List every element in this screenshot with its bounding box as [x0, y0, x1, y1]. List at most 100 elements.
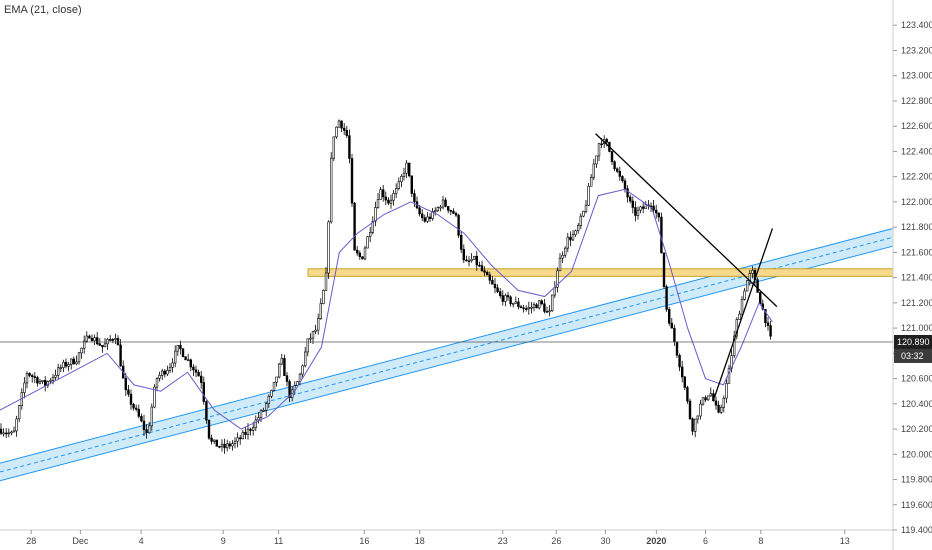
candle-body: [452, 210, 455, 214]
candle-body: [324, 272, 328, 291]
y-tick-label: 122.000: [901, 197, 932, 207]
candle-body: [148, 425, 151, 434]
candle-body: [628, 196, 632, 202]
ema-polyline: [0, 188, 773, 430]
candle-body: [267, 396, 270, 404]
y-tick-label: 122.400: [901, 146, 932, 156]
candle-body: [51, 376, 55, 381]
candle-body: [740, 299, 744, 315]
candle-body: [67, 364, 70, 367]
support-resistance-zone[interactable]: [307, 268, 894, 277]
candle-body: [285, 375, 289, 382]
candle-body: [488, 274, 491, 281]
candle-body: [652, 205, 655, 211]
candle-body: [252, 427, 255, 431]
candle-body: [353, 202, 356, 251]
zone-rect: [307, 268, 894, 277]
candle-body: [543, 303, 546, 312]
candle-body: [379, 189, 382, 200]
candle-body: [231, 443, 234, 447]
candle-body: [223, 443, 226, 449]
candle-body: [467, 260, 471, 263]
candle-body: [509, 296, 512, 305]
candle-body: [111, 339, 115, 341]
candle-body: [571, 234, 575, 241]
candle-body: [249, 428, 252, 431]
candle-body: [345, 130, 348, 136]
candle-body: [301, 365, 304, 375]
candle-body: [717, 404, 720, 413]
candle-body: [517, 301, 520, 307]
candle-body: [548, 310, 551, 313]
candle-body: [589, 176, 593, 187]
indicator-label[interactable]: EMA (21, close): [4, 4, 82, 16]
candle-body: [623, 180, 627, 190]
candle-body: [563, 247, 567, 256]
candle-body: [171, 362, 174, 368]
candle-body: [446, 206, 450, 211]
candle-body: [264, 403, 268, 411]
candle-body: [514, 301, 518, 304]
countdown-tag-bg: [894, 348, 932, 363]
candle-body: [475, 255, 478, 266]
x-tick-label: 18: [415, 536, 425, 546]
candle-body: [462, 249, 465, 261]
y-tick-label: 120.400: [901, 399, 932, 409]
candle-body: [600, 143, 603, 146]
y-tick-label: 121.800: [901, 222, 932, 232]
x-tick-label: 28: [26, 536, 36, 546]
candle-body: [631, 200, 635, 208]
candle-body: [38, 381, 42, 384]
candle-body: [145, 429, 148, 434]
candle-body: [314, 329, 317, 332]
time-axis[interactable]: 28 Dec 4 9 11 16 18 23 26 30 2020 6 8 13: [26, 530, 850, 546]
candle-body: [179, 344, 182, 350]
candle-body: [688, 400, 692, 420]
candle-body: [743, 290, 746, 300]
candle-body: [259, 410, 263, 418]
candle-body: [23, 382, 26, 393]
y-tick-label: 122.600: [901, 121, 932, 131]
candle-body: [579, 215, 583, 227]
candle-body: [400, 176, 403, 183]
candle-body: [493, 283, 497, 289]
y-tick-label: 120.000: [901, 449, 932, 459]
candle-body: [361, 256, 364, 260]
candle-body: [129, 393, 133, 405]
candle-body: [465, 259, 468, 262]
candle-body: [680, 366, 684, 378]
candle-body: [137, 409, 140, 417]
candle-body: [166, 370, 169, 375]
candle-body: [220, 443, 224, 448]
candle-body: [25, 373, 29, 384]
candle-body: [470, 258, 473, 262]
candle-body: [634, 207, 637, 216]
candle-body: [376, 199, 380, 208]
trendline-down: [595, 133, 778, 308]
candle-body: [725, 383, 728, 399]
candle-body: [722, 397, 726, 408]
candle-body: [454, 213, 458, 216]
candle-body: [17, 405, 21, 420]
candle-body: [93, 337, 96, 342]
candle-body: [545, 311, 549, 313]
candle-body: [342, 127, 346, 131]
x-tick-label: 26: [551, 536, 561, 546]
candle-body: [496, 287, 499, 292]
candle-body: [355, 249, 359, 254]
candle-body: [288, 381, 291, 398]
candle-body: [332, 136, 335, 159]
candle-body: [368, 232, 372, 237]
candle-body: [124, 377, 128, 391]
candle-body: [498, 291, 502, 296]
candle-body: [348, 135, 351, 159]
candle-body: [441, 199, 445, 208]
trendlines[interactable]: [595, 133, 778, 398]
candle-body: [766, 322, 770, 326]
candle-body: [140, 416, 143, 422]
candle-body: [418, 207, 421, 215]
y-tick-label: 121.000: [901, 323, 932, 333]
candle-body: [436, 207, 439, 212]
candle-body: [322, 290, 325, 304]
